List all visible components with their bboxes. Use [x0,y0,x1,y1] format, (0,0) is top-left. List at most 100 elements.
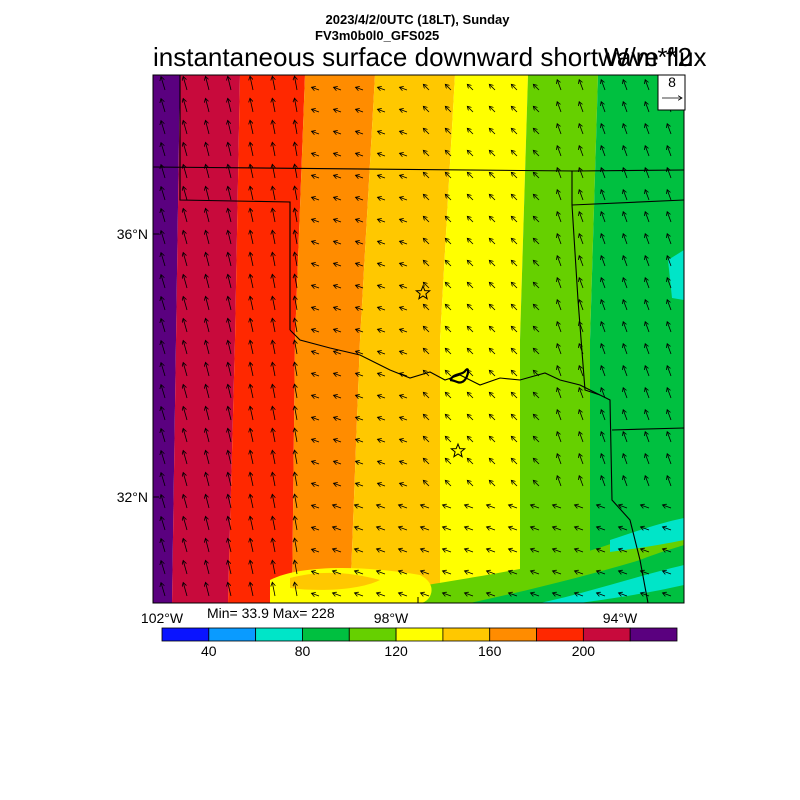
wind-vector [355,549,364,552]
field-band [350,75,455,603]
wind-vector [467,84,474,91]
wind-vector [356,417,364,420]
lon-label-98w: 98°W [374,610,409,626]
wind-vector [206,494,210,509]
wind-vector [645,212,650,223]
wind-vector [465,549,474,552]
wind-vector [400,153,408,156]
colorbar-ticks: 40 80 120 160 200 [201,643,595,659]
wind-vector [667,410,672,421]
wind-vector [400,219,408,222]
wind-vector [489,414,496,421]
wind-vector [579,212,584,223]
wind-vector [295,494,298,509]
wind-vector [272,76,275,91]
wind-vector [601,410,606,421]
wind-vector [250,296,254,311]
wind-vector [272,252,275,267]
wind-vector [533,436,540,443]
wind-vector [509,527,518,530]
wind-vector [161,539,166,553]
wind-vector [378,307,386,310]
wind-vector [445,282,452,289]
wind-vector [161,275,166,289]
wind-vector [467,458,474,465]
wind-vector [161,231,166,245]
wind-vector [667,366,672,377]
wind-vector [378,373,386,376]
wind-vector [161,363,166,377]
wind-vector [272,384,275,399]
wind-vector [272,208,275,223]
wind-vector [489,326,496,333]
wind-vector [272,98,275,113]
wind-vector [557,344,562,355]
wind-vector [533,84,540,91]
wind-vector [445,216,452,223]
wind-vector [467,392,474,399]
wind-vector [511,172,518,179]
wind-vector [355,505,364,508]
min-max-label: Min= 33.9 Max= 228 [207,605,335,621]
wind-vector [619,571,628,574]
wind-vector [557,410,562,421]
wind-vector [272,230,275,245]
wind-vector [601,234,606,245]
wind-vector [356,131,364,134]
wind-vector [489,106,496,113]
wind-vector [645,476,650,487]
wind-vector [161,561,166,575]
wind-vector [663,571,672,574]
wind-vector [423,414,430,421]
wind-vector [489,260,496,267]
wind-vector [667,124,672,135]
wind-vector [228,428,232,443]
wind-vector [183,209,188,223]
wind-vector [161,385,166,399]
wind-vector [623,300,628,311]
wind-vector [295,208,298,223]
wind-vector [295,340,298,355]
wind-vector [487,527,496,530]
wind-vector [161,319,166,333]
colorbar-tick-label: 200 [572,643,596,659]
wind-vector [161,297,166,311]
mo-ar-border [571,199,684,206]
wind-vector [557,388,562,399]
wind-vector [553,549,562,552]
wind-vector [511,150,518,157]
wind-vector [467,326,474,333]
wind-vector [487,505,496,508]
wind-vector [334,87,342,90]
wind-vector [312,153,320,156]
wind-vector [423,304,430,311]
wind-vector [467,414,474,421]
wind-vector [334,263,342,266]
wind-vector [312,417,320,420]
wind-vector [183,297,188,311]
wind-vector [619,593,628,596]
wind-vector [421,549,430,552]
tx-la-border [599,394,649,603]
south-cyan-region [540,565,684,603]
wind-vector [579,124,584,135]
wind-vector [623,366,628,377]
wind-vector [465,593,474,596]
wind-vector [445,172,452,179]
wind-vector [161,187,166,201]
wind-vector [487,549,496,552]
wind-vector [183,187,188,201]
wind-vector [601,168,606,179]
wind-vector [575,527,584,530]
wind-vector [378,175,386,178]
state-boundaries [153,75,684,603]
colorbar-swatch [582,627,631,642]
wind-vector [378,219,386,222]
wind-vector [641,593,650,596]
colorbar-tick-label: 160 [478,643,502,659]
south-orange-patch [290,572,380,590]
wind-vector [597,549,606,552]
axis-ticks [152,233,685,603]
wind-vector [645,190,650,201]
wind-vector [356,439,364,442]
